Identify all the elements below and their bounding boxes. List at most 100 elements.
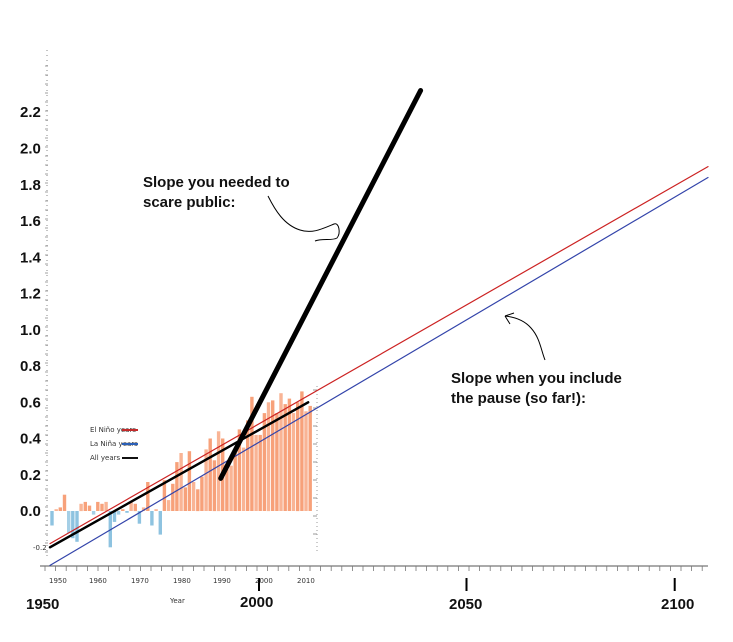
inset-bar — [166, 500, 171, 511]
inset-bar — [137, 511, 142, 524]
inset-bar — [100, 503, 104, 512]
inset-x-tick-label: 1950 — [49, 577, 67, 585]
legend-label: El Niño years — [90, 426, 136, 434]
y-tick-label: 1.0 — [20, 322, 41, 339]
legend-label: La Niña years — [90, 440, 138, 448]
trend-line-steep — [218, 88, 424, 481]
inset-bar — [275, 413, 279, 511]
inset-bar — [237, 429, 242, 511]
inset-bar — [183, 487, 187, 511]
inset-bar — [67, 511, 71, 533]
inset-bar — [233, 453, 237, 511]
inset-bar — [296, 402, 300, 512]
inset-bar — [141, 507, 146, 511]
annotation-arrow-steep — [267, 195, 340, 242]
y-tick-label: 0.8 — [20, 358, 41, 375]
inset-x-tick-label: 2000 — [255, 577, 273, 585]
inset-bar — [121, 509, 125, 511]
inset-bar — [50, 511, 54, 526]
x-tick-label: 2100 — [661, 596, 694, 613]
inset-bar — [171, 483, 175, 511]
inset-bar — [279, 393, 283, 511]
annotation-steep-line2: scare public: — [143, 194, 236, 211]
inset-bar — [133, 503, 137, 512]
inset-bar — [266, 402, 271, 512]
inset-bar — [250, 396, 254, 511]
legend-label: All years — [90, 454, 121, 462]
inset-bar — [162, 480, 167, 511]
y-tick-label: 2.0 — [20, 141, 41, 158]
inset-bar — [254, 434, 258, 511]
x-tick-label: 2000 — [240, 594, 273, 611]
y-tick-label: 0.6 — [20, 394, 41, 411]
inset-bar — [71, 511, 75, 539]
inset-bar — [200, 476, 204, 511]
y-tick-label: 0.4 — [20, 431, 42, 448]
inset-bar — [287, 398, 292, 511]
inset-bar — [108, 511, 112, 548]
inset-bar — [125, 511, 129, 513]
inset-bar — [62, 494, 67, 511]
inset-x-axis-label: Year — [169, 597, 185, 605]
axis-layer: 0.0 0.2 0.4 0.6 0.8 1.0 1.2 1.4 1.6 1.8 2.0 2.2 1950… — [20, 50, 708, 613]
inset-x-tick-label: 1990 — [213, 577, 231, 585]
inset-bar — [241, 447, 246, 511]
inset-x-tick-label: 1970 — [131, 577, 149, 585]
inset-bar — [104, 501, 108, 511]
inset-bar — [79, 503, 83, 512]
inset-bar — [116, 511, 121, 515]
inset-bar — [229, 465, 233, 511]
inset-bar — [212, 460, 217, 512]
inset-bar — [158, 511, 162, 535]
inset-bar — [54, 509, 58, 511]
annotation-layer: Slope you needed to scare public: Slope … — [143, 174, 622, 407]
inset-x-tick-label: 2010 — [297, 577, 315, 585]
inset-bar — [283, 404, 287, 511]
inset-bar — [83, 501, 87, 511]
inset-bar — [300, 391, 304, 511]
inset-bar — [87, 505, 92, 511]
inset-bar — [216, 431, 221, 512]
annotation-pause-line2: the pause (so far!): — [451, 390, 586, 407]
annotation-steep-line1: Slope you needed to — [143, 174, 290, 191]
y-tick-label: 1.8 — [20, 177, 41, 194]
inset-bar — [304, 411, 308, 511]
inset-bar — [196, 489, 200, 512]
inset-bar — [271, 400, 275, 511]
inset-y-tick-label: -0.2 — [33, 544, 47, 552]
x-tick-label: 1950 — [26, 596, 59, 613]
inset-bar — [191, 482, 196, 511]
inset-x-tick-label: 1960 — [89, 577, 107, 585]
inset-bar — [204, 449, 208, 511]
inset-bar — [75, 511, 79, 542]
inset-bar — [91, 511, 96, 515]
inset-bar — [96, 501, 100, 511]
inset-bar — [112, 511, 117, 522]
inset-bar — [208, 438, 212, 511]
inset-bar — [175, 462, 179, 511]
inset-bar — [150, 511, 154, 526]
inset-bar — [154, 509, 158, 511]
trend-layer — [48, 88, 709, 567]
inset-bar — [187, 451, 192, 511]
y-tick-label: 1.4 — [20, 249, 42, 266]
trend-line-el-ni-o-years — [49, 166, 709, 545]
inset-bar — [179, 453, 183, 511]
inset-bar — [58, 507, 62, 511]
inset-bar — [291, 413, 296, 511]
trend-line-la-ni-a-years — [49, 176, 709, 567]
annotation-arrow-pause — [504, 312, 546, 361]
inset-bar — [262, 413, 267, 511]
inset-bar — [246, 420, 250, 511]
y-tick-label: 1.6 — [20, 213, 41, 230]
inset-x-tick-label: 1980 — [173, 577, 191, 585]
y-tick-label: 1.2 — [20, 286, 41, 303]
inset-bar — [308, 405, 312, 511]
annotation-pause-line1: Slope when you include — [451, 370, 622, 387]
y-tick-label: 0.0 — [20, 503, 41, 520]
inset-bar — [225, 469, 229, 511]
x-tick-label: 2050 — [449, 596, 482, 613]
inset-bar — [146, 482, 150, 511]
trend-line-all-years — [49, 401, 309, 549]
